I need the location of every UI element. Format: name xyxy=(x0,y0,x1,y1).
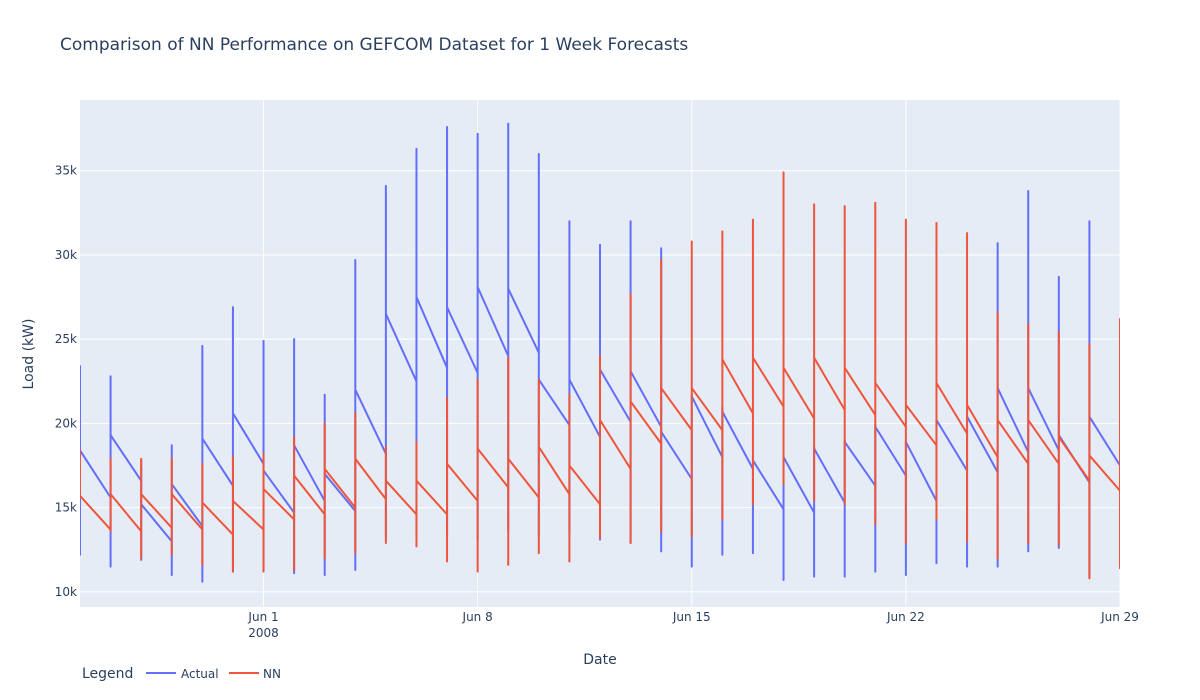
daily-trend-line xyxy=(996,387,1030,453)
daily-trend-line xyxy=(232,500,265,531)
daily-trend-line xyxy=(415,296,448,369)
daily-trend-line xyxy=(293,475,326,515)
daily-trend-line xyxy=(354,458,387,500)
daily-trend-line xyxy=(323,473,357,512)
legend-title: Legend xyxy=(82,666,133,682)
daily-trend-line xyxy=(966,416,999,473)
daily-trend-line xyxy=(140,503,173,542)
daily-trend-line xyxy=(507,288,540,354)
daily-trend-line xyxy=(385,479,418,516)
daily-trend-line xyxy=(813,357,846,411)
daily-trend-line xyxy=(904,441,938,502)
daily-trend-line xyxy=(782,456,815,514)
y-axis-title: Load (kW) xyxy=(21,319,37,390)
daily-trend-line xyxy=(568,464,601,505)
daily-trend-line xyxy=(80,449,112,499)
x-axis-ticks: Jun 1 2008 Jun 8 Jun 15 Jun 22 Jun 29 xyxy=(247,610,1138,640)
legend-item-actual[interactable]: Actual xyxy=(146,667,219,681)
y-tick-label: 25k xyxy=(55,332,77,346)
daily-trend-line xyxy=(568,379,601,438)
chart-title: Comparison of NN Performance on GEFCOM D… xyxy=(60,35,688,55)
daily-trend-line xyxy=(660,431,693,480)
daily-trend-line xyxy=(843,441,877,487)
daily-trend-line xyxy=(1058,436,1091,482)
daily-trend-line xyxy=(171,493,204,531)
daily-trend-line xyxy=(109,434,143,482)
daily-trend-line xyxy=(721,358,754,414)
daily-trend-line xyxy=(752,357,785,408)
daily-trend-line xyxy=(660,387,693,431)
daily-trend-line xyxy=(1027,387,1060,451)
daily-trend-line xyxy=(80,495,112,531)
daily-trend-line xyxy=(140,493,173,529)
daily-trend-line xyxy=(935,382,968,435)
y-tick-label: 10k xyxy=(55,585,77,599)
daily-trend-line xyxy=(446,306,479,374)
series-group xyxy=(80,122,1120,583)
daily-trend-line xyxy=(293,444,326,502)
daily-trend-line xyxy=(629,370,663,428)
daily-trend-line xyxy=(201,438,234,487)
legend-label-actual: Actual xyxy=(181,667,219,681)
x-axis-title: Date xyxy=(583,652,616,668)
daily-trend-line xyxy=(966,404,999,458)
daily-trend-line xyxy=(1088,416,1120,467)
daily-trend-line xyxy=(690,395,724,458)
daily-trend-line xyxy=(782,367,815,419)
daily-trend-line xyxy=(354,389,387,455)
y-tick-label: 20k xyxy=(55,416,77,430)
series-nn xyxy=(80,171,1120,580)
daily-trend-line xyxy=(323,468,357,509)
daily-trend-line xyxy=(843,367,877,416)
daily-trend-line xyxy=(537,446,571,495)
daily-trend-line xyxy=(690,387,724,431)
daily-trend-line xyxy=(507,458,540,499)
legend: Legend Actual NN xyxy=(82,666,281,682)
y-axis-ticks: 10k 15k 20k 25k 30k 35k xyxy=(55,164,77,599)
daily-trend-line xyxy=(262,488,295,521)
daily-trend-line xyxy=(874,426,907,477)
daily-trend-line xyxy=(721,411,754,470)
legend-label-nn: NN xyxy=(263,667,281,681)
daily-trend-line xyxy=(476,286,510,357)
y-tick-label: 30k xyxy=(55,248,77,262)
plot-clip xyxy=(80,122,1120,583)
daily-trend-line xyxy=(109,493,142,532)
daily-trend-line xyxy=(537,379,571,426)
daily-trend-line xyxy=(935,419,968,472)
x-tick-sublabel: 2008 xyxy=(248,626,279,640)
x-tick-label: Jun 1 xyxy=(247,610,278,624)
x-tick-label: Jun 29 xyxy=(1100,610,1139,624)
x-tick-label: Jun 15 xyxy=(672,610,711,624)
daily-trend-line xyxy=(476,448,510,489)
legend-item-nn[interactable]: NN xyxy=(229,667,281,681)
daily-trend-line xyxy=(232,412,265,465)
daily-trend-line xyxy=(384,313,418,382)
x-tick-label: Jun 22 xyxy=(886,610,925,624)
daily-trend-line xyxy=(874,382,907,428)
daily-trend-line xyxy=(905,404,938,446)
daily-trend-line xyxy=(599,419,632,470)
daily-trend-line xyxy=(201,501,234,536)
y-tick-label: 35k xyxy=(55,164,77,178)
daily-trend-line xyxy=(599,368,632,423)
daily-trend-line xyxy=(752,459,785,510)
daily-trend-line xyxy=(262,469,295,514)
x-tick-label: Jun 8 xyxy=(462,610,493,624)
daily-trend-line xyxy=(170,483,204,527)
daily-trend-line xyxy=(415,479,448,516)
y-tick-label: 15k xyxy=(55,501,77,515)
daily-trend-line xyxy=(813,448,846,504)
daily-trend-line xyxy=(996,419,1030,465)
daily-trend-line xyxy=(446,463,479,502)
daily-trend-line xyxy=(629,400,662,445)
daily-trend-line xyxy=(1027,419,1060,465)
daily-trend-line xyxy=(1088,454,1120,492)
